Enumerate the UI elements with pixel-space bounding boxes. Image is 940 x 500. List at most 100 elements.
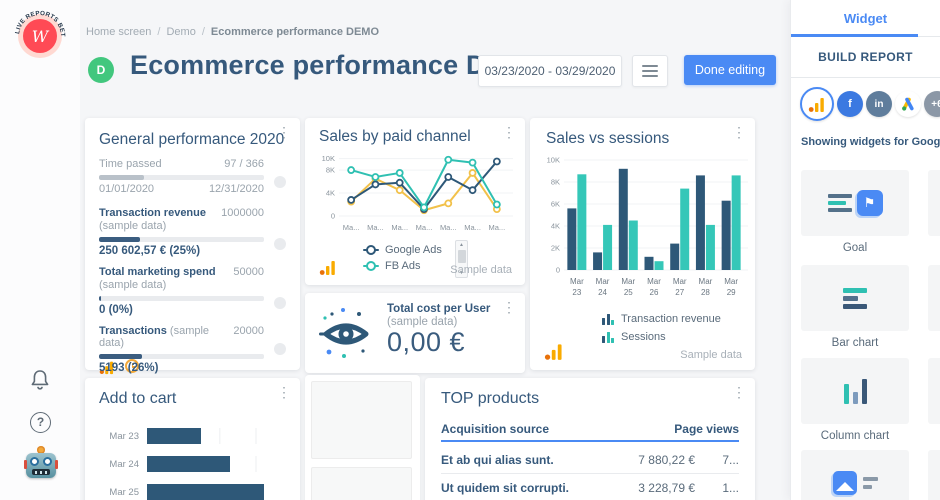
svg-text:Ma...: Ma... [464,223,481,232]
general-performance-widget[interactable]: ⋮ General performance 2020 Time passed 97… [85,118,300,375]
total-cost-per-user-widget[interactable]: ⋮ Total cost per User (sample data) 0,00… [305,293,525,373]
sales-by-paid-channel-widget[interactable]: ⋮ Sales by paid channel 0 4K 8K 10K Ma... Ma.… [305,118,525,285]
widget-type-media[interactable] [801,450,909,500]
widget-title: Sales vs sessions [546,130,670,147]
widget-title: Add to cart [99,390,177,407]
svg-text:Ma...: Ma... [440,223,457,232]
svg-text:Ma...: Ma... [367,223,384,232]
widget-menu-icon[interactable]: ⋮ [732,124,746,140]
progress-handle[interactable] [274,343,286,355]
widget-menu-icon[interactable]: ⋮ [277,384,291,400]
chart-legend: Google Ads FB Ads [363,242,442,274]
widget-menu-icon[interactable]: ⋮ [277,124,291,140]
report-menu-button[interactable] [632,55,668,87]
widget-menu-icon[interactable]: ⋮ [502,299,516,315]
paid-channel-line-chart: 0 4K 8K 10K Ma... Ma... Ma... Ma... Ma... Ma... Ma… [322,154,513,232]
bar-track [147,456,290,472]
sales-vs-sessions-widget[interactable]: ⋮ Sales vs sessions 0 2K 4K 6K 8K 10K Mar 23 Mar… [530,118,755,370]
whatagraph-logo[interactable]: LIVE REPORTS BETA W [11,5,69,63]
svg-text:8K: 8K [551,178,560,187]
notifications-bell-icon[interactable] [29,368,51,392]
widget-menu-icon[interactable]: ⋮ [732,384,746,400]
active-tab-underline [791,34,918,37]
legend-marker-google-ads [363,245,379,255]
svg-text:0: 0 [556,266,560,275]
page-title[interactable]: Ecommerce performance D... [130,50,509,80]
build-report-heading: BUILD REPORT [791,37,940,78]
scroll-up-icon[interactable]: ▲ [459,242,464,248]
panel-tab-bar: Widget [791,0,940,37]
done-editing-button[interactable]: Done editing [684,55,776,85]
scroll-thumb[interactable] [457,250,466,263]
bar-track [147,484,290,500]
top-products-widget[interactable]: ⋮ TOP products Acquisition source Page v… [425,378,755,500]
svg-text:4K: 4K [551,222,560,231]
breadcrumb-demo[interactable]: Demo [166,26,196,38]
sample-data-note: Sample data [450,264,512,276]
widget-type-card-clipped[interactable] [928,170,940,236]
widget-type-label: Column chart [820,430,890,442]
legend-scrollbar[interactable]: ▲ ▼ [455,240,468,278]
widget-placeholder[interactable] [311,467,412,500]
robot-antenna [37,446,45,454]
progress-handle[interactable] [274,176,286,188]
widget-placeholder[interactable] [311,381,412,459]
help-icon[interactable]: ? [30,412,51,433]
google-analytics-icon [319,261,335,275]
google-analytics-icon [808,98,824,112]
eye-icon [319,308,369,358]
widget-type-card-clipped[interactable] [928,265,940,331]
table-row[interactable]: Ut quidem sit corrupti. 3 228,79 € 1... [441,474,739,500]
column-acquisition-source[interactable]: Acquisition source [441,422,550,436]
svg-text:W: W [32,27,50,46]
svg-text:6K: 6K [551,200,560,209]
showing-widgets-text: Showing widgets for Google A [801,136,940,148]
source-linkedin[interactable]: in [866,91,892,117]
sample-data-note: Sample data [680,349,742,361]
sales-sessions-column-chart: 0 2K 4K 6K 8K 10K Mar 23 Mar 24 Mar 25 Mar 26 Mar 27 Mar… [547,156,748,297]
widget-title: General performance 2020 [99,131,285,148]
empty-widget-slot-card [305,375,420,500]
progress-handle[interactable] [274,297,286,309]
widget-panel: Widget BUILD REPORT f in +6 Showing widg… [790,0,940,500]
source-google-ads[interactable] [895,91,921,117]
widget-type-card-clipped[interactable] [928,358,940,424]
bar-label: Mar 23 [109,430,139,442]
media-icon [832,471,878,495]
progress-track [99,175,264,180]
bar-chart-icon [843,285,867,312]
widget-type-column-chart[interactable] [801,358,909,424]
goal-row-time-passed: Time passed 97 / 366 01/01/2020 12/31/2020 [99,158,286,195]
bar-track [147,428,290,444]
left-rail: LIVE REPORTS BETA W ? [0,0,80,500]
legend-marker-sessions [602,331,614,343]
assistant-robot-avatar[interactable] [24,446,58,482]
source-facebook[interactable]: f [837,91,863,117]
source-more-count[interactable]: +6 [924,91,940,117]
widget-menu-icon[interactable]: ⋮ [502,124,516,140]
source-google-analytics-selected[interactable] [800,87,834,121]
column-page-views[interactable]: Page views [674,422,739,436]
widget-type-goal[interactable]: ⚑ [801,170,909,236]
widget-type-bar-chart[interactable] [801,265,909,331]
source-selector: f in +6 [791,78,940,130]
date-range-picker[interactable]: 03/23/2020 - 03/29/2020 [478,55,622,87]
breadcrumb-home[interactable]: Home screen [86,26,152,38]
progress-handle[interactable] [274,238,286,250]
svg-text:0: 0 [331,212,335,221]
google-analytics-icon [99,361,114,375]
table-row[interactable]: Et ab qui alias sunt. 7 880,22 € 7... [441,446,739,474]
scroll-down-icon[interactable]: ▼ [459,270,464,276]
progress-track [99,296,264,301]
bar-row: Mar 24 [97,450,290,478]
widget-type-card-clipped[interactable] [928,450,940,500]
column-chart-icon [843,378,867,404]
tab-widget[interactable]: Widget [843,10,888,26]
svg-text:10K: 10K [547,156,560,165]
